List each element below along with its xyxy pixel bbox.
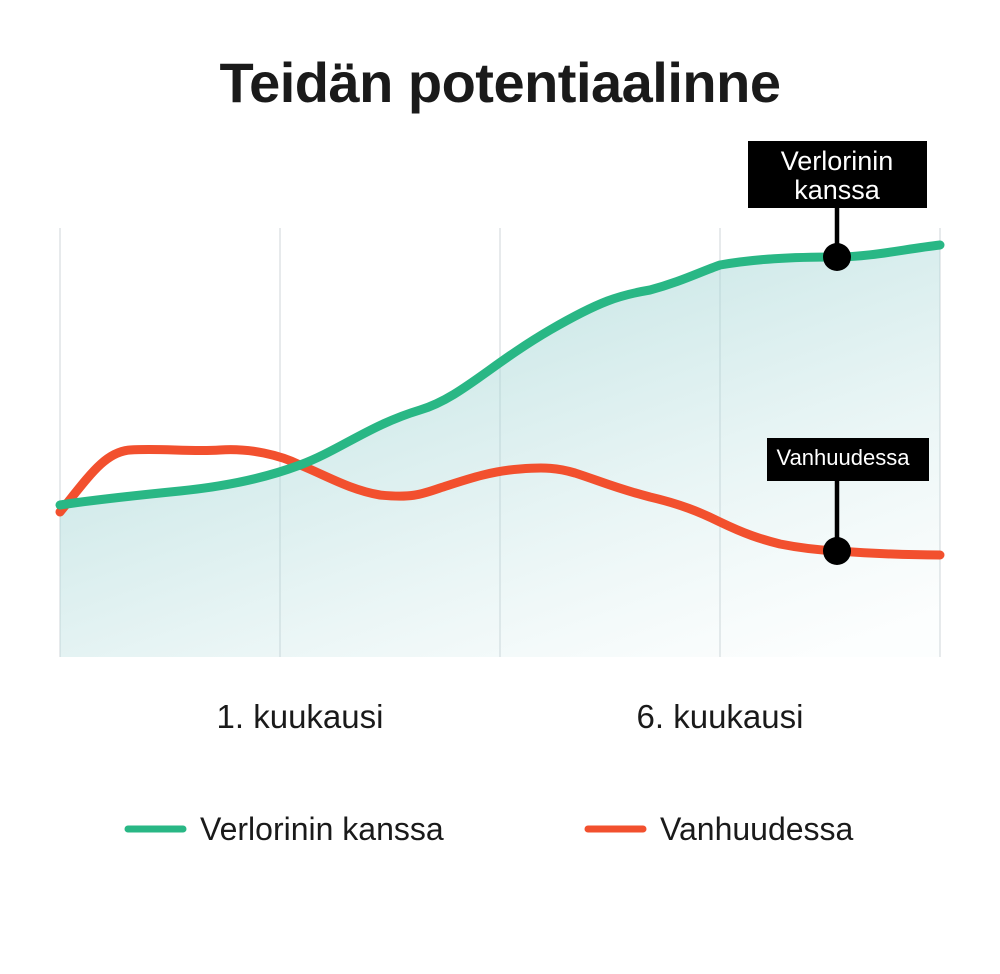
svg-text:Verlorinin kanssa: Verlorinin kanssa: [200, 811, 444, 847]
svg-text:Verlorinin: Verlorinin: [781, 146, 894, 176]
svg-text:Vanhuudessa: Vanhuudessa: [777, 445, 911, 470]
svg-text:kanssa: kanssa: [794, 175, 881, 205]
svg-text:6. kuukausi: 6. kuukausi: [637, 698, 804, 735]
svg-text:Vanhuudessa: Vanhuudessa: [660, 811, 854, 847]
svg-text:1. kuukausi: 1. kuukausi: [217, 698, 384, 735]
